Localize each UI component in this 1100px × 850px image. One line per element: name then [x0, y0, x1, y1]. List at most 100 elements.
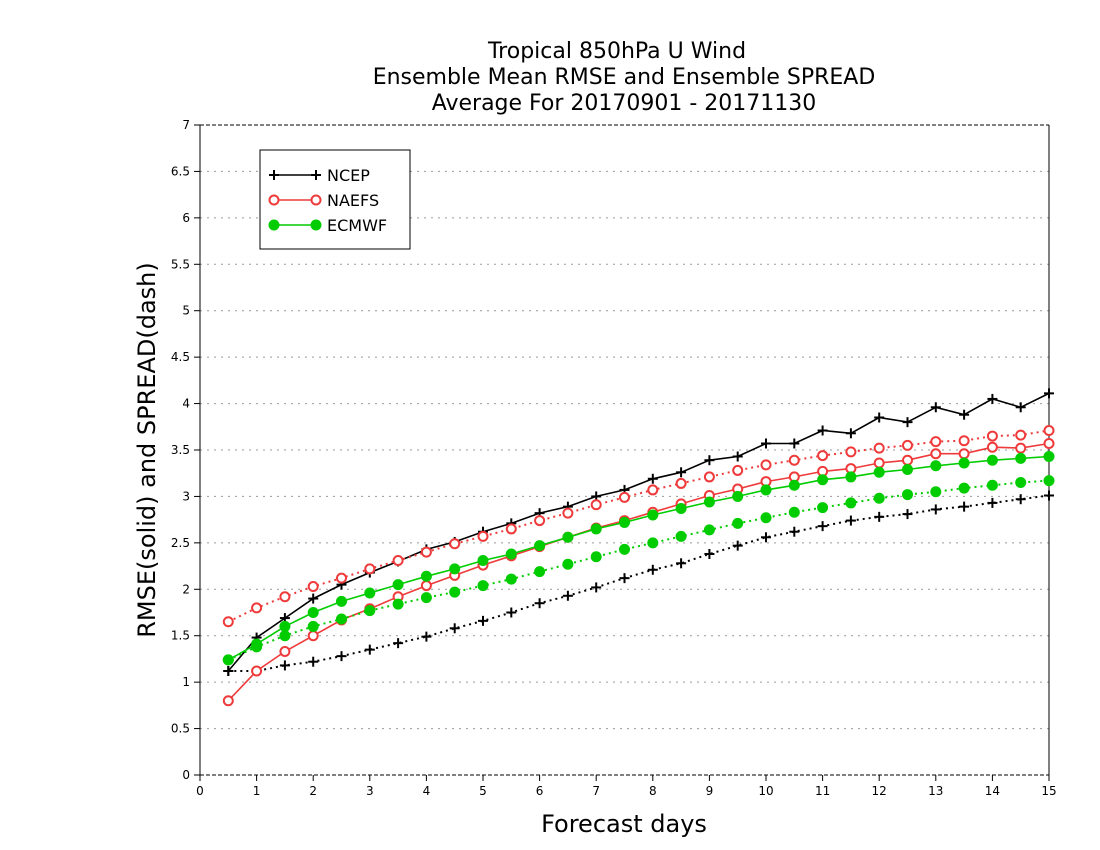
data-point-naefs-spread [1015, 429, 1027, 441]
data-point-naefs-spread [986, 430, 998, 442]
data-point-ecmwf-rmse [279, 620, 291, 632]
data-point-ecmwf-spread [364, 605, 376, 617]
y-tick-label: 7 [182, 118, 190, 132]
data-point-naefs-spread [336, 572, 347, 584]
data-point-ncep-rmse [1015, 402, 1026, 413]
data-point-naefs-rmse [930, 448, 942, 460]
y-tick-label: 4.5 [171, 350, 190, 364]
data-point-naefs-spread [732, 464, 744, 476]
data-point-ecmwf-spread [675, 530, 687, 542]
data-point-ecmwf-rmse [703, 496, 715, 508]
data-point-naefs-spread [788, 454, 800, 466]
data-point-naefs-spread [619, 491, 630, 503]
x-tick-label: 8 [649, 784, 657, 798]
data-point-ecmwf-spread [1015, 477, 1027, 488]
x-tick-label: 5 [479, 784, 487, 798]
data-point-ecmwf-rmse [817, 474, 829, 486]
data-point-ncep-rmse [987, 393, 998, 404]
data-point-ncep-spread [874, 511, 885, 522]
data-point-ncep-spread [506, 607, 517, 618]
data-point-ecmwf-spread [251, 641, 263, 653]
series-line-naefs-rmse [227, 442, 1050, 702]
y-tick-label: 3.5 [171, 443, 190, 457]
data-point-ncep-spread [223, 666, 234, 676]
x-axis-label: Forecast days [541, 810, 707, 838]
data-point-ecmwf-spread [703, 524, 715, 536]
data-point-ecmwf-spread [930, 486, 942, 498]
y-tick-label: 2.5 [171, 536, 190, 550]
data-point-ncep-spread [534, 598, 545, 609]
data-point-ncep-spread [619, 573, 630, 584]
data-point-ecmwf-spread [958, 482, 970, 494]
data-point-ecmwf-rmse [420, 570, 432, 582]
data-point-ecmwf-spread [279, 630, 291, 642]
data-point-ecmwf-spread [562, 558, 574, 570]
data-point-ncep-rmse [789, 438, 800, 449]
legend-marker-right-ncep [311, 170, 321, 180]
data-point-ecmwf-spread [760, 512, 772, 524]
x-tick-label: 15 [1041, 784, 1056, 798]
x-tick-label: 4 [423, 784, 431, 798]
data-point-ncep-rmse [817, 425, 828, 436]
x-tick-label: 14 [985, 784, 1000, 798]
data-point-ncep-rmse [845, 428, 856, 439]
data-point-ncep-spread [308, 656, 319, 667]
data-point-ncep-rmse [647, 473, 658, 484]
data-point-naefs-rmse [1043, 438, 1055, 449]
data-point-naefs-spread [562, 507, 574, 519]
chart-title-line-1: Tropical 850hPa U Wind [487, 39, 746, 64]
data-point-ncep-spread [732, 540, 743, 551]
data-point-ecmwf-rmse [307, 607, 319, 618]
data-point-ncep-spread [562, 590, 573, 601]
series-ncep-rmse [223, 388, 1054, 676]
y-tick-label: 1 [182, 675, 190, 689]
data-point-ecmwf-rmse [845, 471, 857, 483]
data-point-ecmwf-rmse [958, 457, 970, 469]
data-point-naefs-spread [222, 616, 234, 628]
legend-item-naefs: NAEFS [268, 191, 379, 210]
x-tick-label: 3 [366, 784, 374, 798]
data-point-naefs-spread [392, 555, 404, 566]
data-point-ecmwf-rmse [364, 587, 376, 599]
data-point-ecmwf-rmse [1043, 451, 1055, 462]
series-layer [222, 388, 1055, 707]
grid [200, 170, 1049, 730]
data-point-ecmwf-rmse [788, 479, 800, 491]
data-point-naefs-spread [873, 442, 885, 454]
data-point-ecmwf-spread [732, 517, 744, 529]
y-tick-label: 0 [182, 768, 190, 782]
data-point-ecmwf-rmse [449, 563, 461, 575]
data-point-naefs-spread [477, 530, 489, 542]
data-point-ncep-spread [902, 509, 913, 520]
data-point-ecmwf-spread [477, 580, 489, 592]
y-tick-label: 1.5 [171, 629, 190, 643]
data-point-ecmwf-spread [505, 573, 517, 585]
data-point-ncep-spread [959, 501, 970, 512]
data-point-naefs-spread [420, 546, 432, 558]
series-naefs-spread [222, 425, 1055, 628]
legend-label-naefs: NAEFS [327, 191, 379, 210]
data-point-naefs-rmse [1015, 442, 1027, 454]
data-point-ecmwf-rmse [619, 516, 630, 528]
data-point-ecmwf-spread [307, 620, 319, 632]
data-point-ncep-spread [1015, 494, 1026, 505]
data-point-ncep-spread [421, 631, 432, 642]
data-point-ecmwf-rmse [675, 503, 687, 514]
data-point-naefs-rmse [279, 646, 291, 657]
legend-marker-left-ncep [269, 170, 279, 180]
y-tick-label: 6.5 [171, 164, 190, 178]
legend: NCEP NAEFS ECMWF [259, 149, 411, 250]
data-point-ecmwf-spread [902, 489, 913, 501]
data-point-naefs-rmse [251, 665, 263, 677]
data-point-naefs-spread [902, 439, 913, 451]
data-point-naefs-rmse [958, 448, 970, 460]
legend-label-ecmwf: ECMWF [327, 216, 387, 235]
data-point-ecmwf-rmse [336, 595, 347, 607]
y-tick-label: 2 [182, 582, 190, 596]
x-tick-label: 2 [309, 784, 317, 798]
data-point-naefs-spread [364, 563, 376, 575]
legend-item-ecmwf: ECMWF [268, 216, 387, 235]
data-point-ecmwf-spread [986, 479, 998, 491]
data-point-ecmwf-spread [590, 551, 602, 563]
data-point-ncep-spread [676, 558, 687, 569]
